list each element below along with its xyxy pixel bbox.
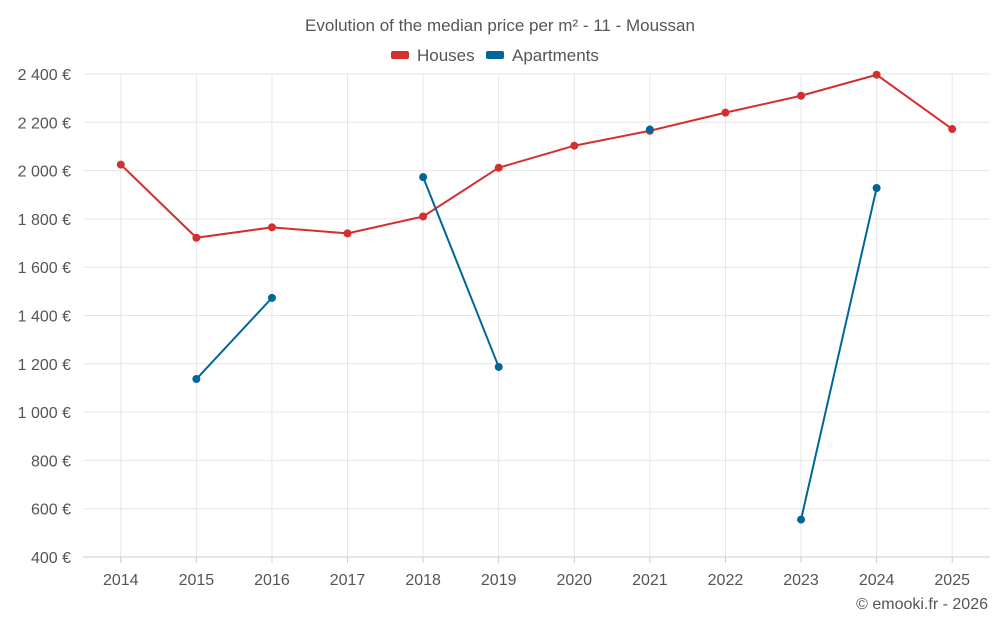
- y-tick-label: 1 400 €: [18, 309, 71, 326]
- legend-swatch-houses: [391, 51, 409, 59]
- x-axis: 2014 2015 2016 2017 2018 2019 2020 2021 2022 2023…: [83, 556, 990, 589]
- x-tick-label: 2025: [934, 572, 970, 589]
- legend-item-houses[interactable]: Houses: [391, 46, 475, 65]
- legend-swatch-apartments: [486, 51, 504, 59]
- x-tick-label: 2023: [783, 572, 819, 589]
- grid: [83, 73, 990, 557]
- credit-text: © emooki.fr - 2026: [856, 596, 988, 613]
- y-tick-label: 800 €: [31, 453, 71, 470]
- x-tick-label: 2014: [103, 572, 139, 589]
- x-tick-label: 2024: [859, 572, 895, 589]
- houses-point-2015[interactable]: [192, 233, 201, 242]
- y-tick-label: 2 200 €: [18, 115, 71, 132]
- apartments-line-segment: [800, 187, 878, 520]
- houses-line-segment: [120, 73, 953, 239]
- houses-point-2014[interactable]: [116, 160, 125, 169]
- series-houses: [116, 70, 957, 242]
- x-tick-label: 2016: [254, 572, 290, 589]
- houses-point-2016[interactable]: [267, 223, 276, 232]
- houses-point-2019[interactable]: [494, 163, 503, 172]
- series-apartments: [192, 125, 881, 524]
- apartments-point-2023[interactable]: [797, 515, 806, 524]
- apartments-point-2018[interactable]: [419, 173, 428, 182]
- houses-point-2023[interactable]: [797, 91, 806, 100]
- chart-title: Evolution of the median price per m² - 1…: [305, 16, 695, 35]
- x-tick-label: 2019: [481, 572, 517, 589]
- y-tick-label: 2 000 €: [18, 164, 71, 181]
- y-axis: 400 € 600 € 800 € 1 000 € 1 200 € 1 400 € 1 60…: [18, 67, 71, 567]
- x-tick-label: 2020: [556, 572, 592, 589]
- houses-point-2022[interactable]: [721, 108, 730, 117]
- series: [116, 70, 957, 524]
- x-tick-label: 2018: [405, 572, 441, 589]
- x-tick-label: 2015: [179, 572, 215, 589]
- houses-point-2024[interactable]: [872, 70, 881, 79]
- houses-point-2020[interactable]: [570, 141, 579, 150]
- legend: Houses Apartments: [391, 46, 599, 65]
- apartments-point-2024[interactable]: [872, 183, 881, 192]
- apartments-point-2015[interactable]: [192, 375, 201, 384]
- apartments-point-2021[interactable]: [645, 125, 654, 134]
- x-tick-label: 2022: [708, 572, 744, 589]
- apartments-point-2016[interactable]: [267, 293, 276, 302]
- y-tick-label: 1 200 €: [18, 357, 71, 374]
- houses-point-2017[interactable]: [343, 229, 352, 238]
- y-tick-label: 2 400 €: [18, 67, 71, 84]
- houses-point-2018[interactable]: [419, 212, 428, 221]
- legend-label-houses: Houses: [417, 46, 475, 65]
- x-tick-label: 2017: [330, 572, 366, 589]
- apartments-line-segment: [422, 176, 500, 368]
- y-tick-label: 1 000 €: [18, 405, 71, 422]
- y-tick-label: 400 €: [31, 550, 71, 567]
- apartments-line-segment: [195, 297, 273, 380]
- x-tick-label: 2021: [632, 572, 668, 589]
- y-tick-label: 1 800 €: [18, 212, 71, 229]
- legend-label-apartments: Apartments: [512, 46, 599, 65]
- houses-point-2025[interactable]: [948, 125, 957, 134]
- y-tick-label: 1 600 €: [18, 260, 71, 277]
- legend-item-apartments[interactable]: Apartments: [486, 46, 599, 65]
- apartments-point-2019[interactable]: [494, 362, 503, 371]
- y-tick-label: 600 €: [31, 502, 71, 519]
